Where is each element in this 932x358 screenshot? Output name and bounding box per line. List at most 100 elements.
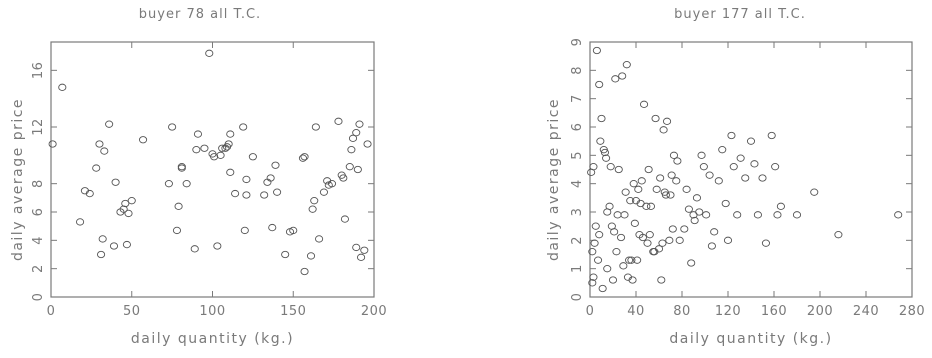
data-point — [618, 72, 627, 80]
data-point — [773, 211, 782, 219]
data-point — [621, 188, 630, 196]
data-point — [281, 250, 290, 259]
data-point — [205, 49, 214, 57]
data-point — [242, 191, 251, 199]
scatter-chart-buyer-78: buyer 78 all T.C. 0 50 100 150 200 0 2 4 6 8 12 16 da… — [10, 7, 387, 347]
data-point — [633, 256, 642, 264]
y-tick-label: 5 — [570, 151, 585, 160]
x-tick-label: 0 — [586, 304, 595, 319]
data-point — [661, 191, 670, 199]
data-point — [174, 202, 183, 210]
data-point — [642, 202, 651, 210]
data-point — [723, 236, 733, 244]
data-point — [622, 61, 631, 69]
data-point — [634, 185, 643, 193]
data-point — [85, 189, 94, 198]
data-point — [213, 242, 222, 250]
data-point — [363, 140, 372, 148]
data-point — [687, 259, 696, 267]
data-point — [617, 233, 626, 242]
y-tick-label: 12 — [31, 118, 46, 136]
data-point — [665, 236, 674, 244]
data-point — [697, 151, 706, 159]
data-point — [612, 248, 621, 256]
data-point — [741, 174, 750, 182]
data-point — [260, 191, 269, 199]
data-point — [226, 130, 235, 138]
data-point — [699, 163, 708, 171]
data-point — [746, 137, 756, 145]
data-point — [595, 231, 604, 239]
data-point — [271, 161, 280, 169]
data-point — [231, 189, 240, 198]
data-point — [692, 194, 701, 202]
y-tick-label: 6 — [31, 208, 46, 217]
data-point — [340, 215, 349, 223]
data-point — [894, 211, 903, 219]
data-point — [714, 177, 723, 185]
data-point — [355, 120, 364, 128]
data-point — [619, 262, 628, 270]
data-point — [273, 188, 282, 196]
x-tick-label: 0 — [47, 304, 56, 319]
data-point — [588, 248, 597, 256]
data-point — [684, 205, 693, 213]
data-point — [311, 123, 320, 131]
data-point — [707, 242, 716, 250]
y-axis-label: daily average price — [546, 98, 562, 261]
data-point — [673, 157, 682, 165]
data-point — [168, 123, 177, 131]
data-point — [758, 174, 767, 182]
data-point — [640, 100, 649, 108]
y-tick-label: 0 — [570, 293, 585, 302]
data-point — [628, 276, 637, 284]
data-point — [651, 114, 660, 123]
x-tick-label: 240 — [853, 304, 879, 319]
data-point — [224, 140, 233, 148]
y-axis-label: daily average price — [10, 98, 26, 261]
data-point — [605, 202, 614, 210]
data-point — [729, 163, 738, 171]
data-point — [306, 252, 316, 260]
data-point — [702, 211, 711, 219]
y-tick-label: 2 — [31, 264, 46, 273]
data-point — [595, 80, 604, 89]
data-point — [300, 153, 309, 161]
scatter-chart-buyer-177: buyer 177 all T.C. 0 40 80 120 160 200 240 280 0 1… — [546, 7, 925, 347]
data-point — [680, 225, 689, 233]
data-point — [588, 279, 597, 287]
data-point — [672, 177, 681, 185]
data-point — [139, 136, 148, 144]
data-point — [190, 245, 199, 253]
data-point — [620, 211, 629, 219]
data-point — [122, 240, 131, 249]
y-tick-label: 6 — [570, 123, 585, 132]
data-point — [662, 117, 672, 125]
chart-panel-left: buyer 78 all T.C. 0 50 100 150 200 0 2 4 6 8 12 16 da… — [0, 0, 390, 354]
data-point — [124, 209, 133, 218]
chart-title: buyer 78 all T.C. — [139, 7, 261, 22]
y-tick-label: 4 — [31, 236, 46, 245]
data-point — [776, 202, 785, 210]
data-point — [629, 180, 638, 188]
data-point — [718, 146, 727, 154]
data-point — [736, 154, 745, 162]
data-point — [630, 219, 639, 227]
data-point — [761, 239, 770, 247]
data-point — [637, 177, 646, 185]
data-point — [48, 140, 57, 148]
data-point — [315, 235, 324, 243]
data-point — [753, 211, 762, 219]
data-point — [767, 131, 776, 140]
data-point — [127, 197, 136, 205]
x-tick-label: 50 — [123, 304, 141, 319]
x-tick-label: 150 — [280, 304, 306, 319]
data-point — [646, 202, 655, 210]
x-tick-label: 280 — [899, 304, 925, 319]
data-point — [76, 218, 85, 226]
data-point — [721, 199, 730, 208]
x-tick-label: 160 — [761, 304, 787, 319]
data-point — [614, 165, 623, 174]
data-point — [266, 174, 275, 182]
data-point — [627, 256, 636, 264]
